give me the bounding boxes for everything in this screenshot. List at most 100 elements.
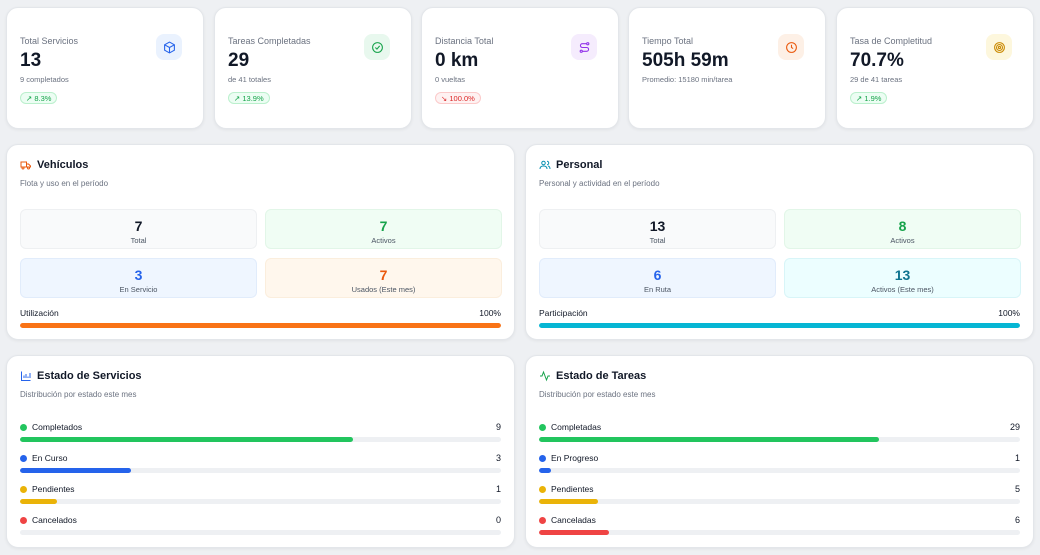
status-dot xyxy=(539,516,546,524)
personal-en-ruta-box: 6 En Ruta xyxy=(539,258,776,298)
status-row-en-curso: En Curso 3 xyxy=(20,453,501,473)
status-row-completados: Completados 9 xyxy=(20,422,501,442)
status-dot xyxy=(20,485,27,493)
status-count: 1 xyxy=(495,484,501,494)
status-fill xyxy=(539,468,551,473)
truck-icon xyxy=(20,161,31,170)
panel-subtitle: Distribución por estado este mes xyxy=(539,390,656,399)
stat-value: 0 km xyxy=(435,50,479,71)
stat-label: Distancia Total xyxy=(435,36,494,46)
trend-badge: ↗ 8.3% xyxy=(20,92,58,104)
status-row-pendientes: Pendientes 5 xyxy=(539,484,1020,504)
box-label: En Servicio xyxy=(119,285,158,294)
box-label: Usados (Este mes) xyxy=(351,285,416,294)
stat-card-tiempo-total: Tiempo Total 505h 59m Promedio: 15180 mi… xyxy=(628,7,826,129)
status-fill xyxy=(539,499,598,504)
vehiculos-en-servicio-box: 3 En Servicio xyxy=(20,258,257,298)
status-count: 9 xyxy=(495,422,501,432)
participacion-row: Participación 100% xyxy=(539,308,1020,318)
status-fill xyxy=(539,437,880,442)
box-value: 7 xyxy=(134,218,143,234)
users-icon xyxy=(539,160,551,170)
activity-icon xyxy=(540,370,550,382)
utilizacion-label: Utilización xyxy=(20,308,59,318)
route-icon xyxy=(579,41,589,53)
utilizacion-bar xyxy=(20,323,501,328)
box-value: 13 xyxy=(894,267,911,283)
stat-card-tareas-completadas: Tareas Completadas 29 de 41 totales ↗ 13… xyxy=(214,7,412,129)
box-value: 13 xyxy=(649,218,666,234)
status-dot xyxy=(20,516,27,524)
trend-up-icon: ↗ xyxy=(856,94,865,103)
status-label: Pendientes xyxy=(32,484,75,494)
personal-panel: Personal Personal y actividad en el perí… xyxy=(525,144,1034,340)
status-fill xyxy=(20,499,58,504)
status-dot xyxy=(539,485,546,493)
vehiculos-activos-box: 7 Activos xyxy=(265,209,502,249)
stat-value: 29 xyxy=(228,50,250,71)
trend-badge: ↘ 100.0% xyxy=(435,92,481,104)
icon-box xyxy=(778,34,804,60)
stat-value: 505h 59m xyxy=(642,50,729,71)
box-value: 7 xyxy=(379,218,388,234)
status-track xyxy=(539,499,1020,504)
status-track xyxy=(20,499,501,504)
status-label: Completados xyxy=(32,422,83,432)
panel-title: Estado de Tareas xyxy=(539,370,646,382)
vehiculos-total-box: 7 Total xyxy=(20,209,257,249)
box-label: Activos xyxy=(371,236,396,245)
bar-chart-icon xyxy=(21,371,31,381)
check-circle-icon xyxy=(371,41,383,53)
panel-subtitle: Distribución por estado este mes xyxy=(20,390,137,399)
status-row-pendientes: Pendientes 1 xyxy=(20,484,501,504)
stat-card-distancia-total: Distancia Total 0 km 0 vueltas ↘ 100.0% xyxy=(421,7,619,129)
box-value: 6 xyxy=(653,267,662,283)
status-label: Canceladas xyxy=(551,515,596,525)
icon-box xyxy=(986,34,1012,60)
clock-icon xyxy=(785,41,797,53)
panel-title: Vehículos xyxy=(20,159,88,171)
stat-sub: 29 de 41 tareas xyxy=(850,75,903,84)
target-icon xyxy=(993,41,1005,53)
trend-badge: ↗ 1.9% xyxy=(850,92,888,104)
status-fill xyxy=(20,468,132,473)
status-track xyxy=(539,437,1020,442)
trend-up-icon: ↗ xyxy=(234,94,243,103)
status-dot xyxy=(539,454,546,462)
status-row-cancelados: Cancelados 0 xyxy=(20,515,501,535)
participacion-bar xyxy=(539,323,1020,328)
status-dot xyxy=(20,423,27,431)
stat-sub: de 41 totales xyxy=(228,75,271,84)
status-track xyxy=(20,468,501,473)
status-track xyxy=(539,468,1020,473)
icon-box xyxy=(571,34,597,60)
stat-card-tasa-completitud: Tasa de Completitud 70.7% 29 de 41 tarea… xyxy=(836,7,1034,129)
box-label: Activos (Este mes) xyxy=(871,285,934,294)
panel-title: Personal xyxy=(539,159,602,171)
box-value: 8 xyxy=(898,218,907,234)
stat-value: 70.7% xyxy=(850,50,904,71)
box-label: Total xyxy=(649,236,666,245)
stat-value: 13 xyxy=(20,50,42,71)
stat-sub: 9 completados xyxy=(20,75,69,84)
vehiculos-panel: Vehículos Flota y uso en el período 7 Tot… xyxy=(6,144,515,340)
stat-label: Tareas Completadas xyxy=(228,36,311,46)
status-track xyxy=(20,437,501,442)
participacion-label: Participación xyxy=(539,308,588,318)
status-count: 0 xyxy=(495,515,501,525)
status-label: Completadas xyxy=(551,422,602,432)
trend-badge: ↗ 13.9% xyxy=(228,92,270,104)
icon-box xyxy=(156,34,182,60)
stat-label: Total Servicios xyxy=(20,36,79,46)
box-label: Total xyxy=(130,236,147,245)
status-count: 6 xyxy=(1014,515,1020,525)
trend-down-icon: ↘ xyxy=(441,94,450,103)
status-track xyxy=(539,530,1020,535)
participacion-fill xyxy=(539,323,1020,328)
vehiculos-usados-box: 7 Usados (Este mes) xyxy=(265,258,502,298)
status-label: Cancelados xyxy=(32,515,77,525)
panel-subtitle: Flota y uso en el período xyxy=(20,179,109,188)
panel-title: Estado de Servicios xyxy=(20,370,142,382)
status-count: 5 xyxy=(1014,484,1020,494)
estado-servicios-panel: Estado de Servicios Distribución por est… xyxy=(6,355,515,548)
